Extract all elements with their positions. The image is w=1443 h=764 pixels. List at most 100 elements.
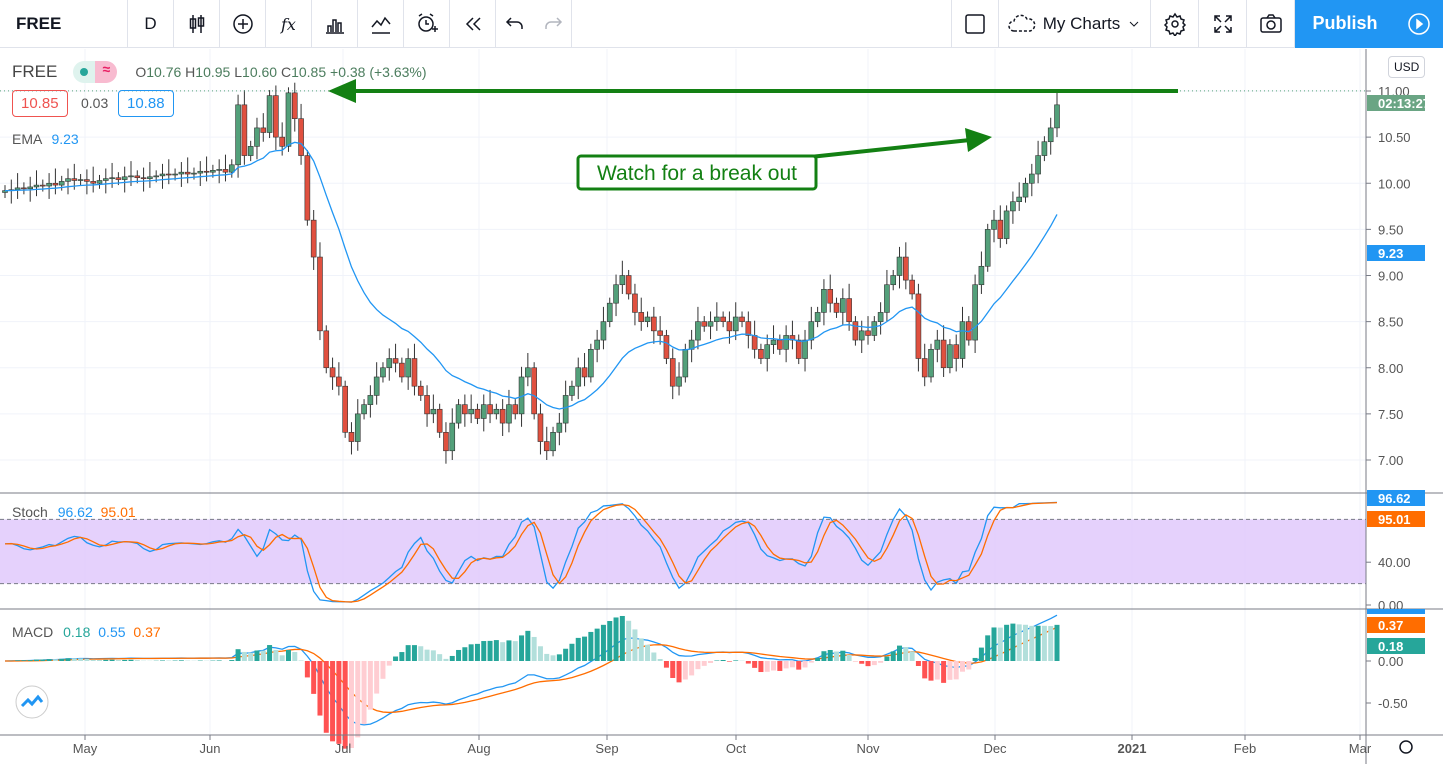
candle [115,177,122,180]
candle [821,289,827,313]
h-label: H [185,64,196,80]
delayed-data-icon: ≈ [95,61,118,83]
alert-icon[interactable] [404,0,450,48]
market-open-icon [73,61,96,83]
replay-icon[interactable] [450,0,496,48]
candle [216,169,222,171]
candle [978,265,985,286]
macd-hist-bar [846,654,852,661]
redo-icon[interactable] [534,0,572,48]
macd-hist-bar [1010,623,1016,661]
candle [745,321,752,336]
macd-hist-bar [342,661,348,749]
o-label: O [135,64,147,80]
candle [770,339,777,345]
candle [758,348,764,359]
my-charts-label: My Charts [1042,13,1121,33]
macd-hist-bar [386,661,392,666]
macd-hist-bar [871,661,877,666]
macd-hist-bar [456,649,462,661]
fullscreen-icon[interactable] [1199,0,1247,48]
gear-icon[interactable] [1151,0,1199,48]
candle [764,344,771,359]
macd-hist-bar [638,638,644,661]
macd-hist-bar [531,636,537,661]
interval-button[interactable]: D [128,0,174,48]
macd-signal-tag-bg [1367,617,1425,633]
macd-hist-bar [600,624,606,661]
candle [632,293,638,313]
currency-button[interactable]: USD [1388,56,1426,78]
macd-hist-bar [808,661,814,663]
svg-text:fx: fx [280,15,296,34]
candle [802,339,808,359]
candle [556,422,563,433]
candle [487,404,493,415]
layout-square-icon[interactable] [951,0,999,48]
sell-button[interactable]: 10.85 [12,90,68,117]
macd-hist-bar [330,661,336,742]
macd-legend[interactable]: MACD 0.18 0.55 0.37 [12,624,161,640]
macd-hist-bar [670,661,676,678]
change-value: +0.38 (+3.63%) [330,64,427,80]
macd-hist-bar [323,661,329,733]
candle [405,358,411,378]
macd-hist-bar [78,658,84,661]
macd-hist-bar [525,630,531,661]
macd-hist-bar [474,643,480,661]
macd-hist-bar [122,659,128,661]
stoch-legend[interactable]: Stoch 96.62 95.01 [12,504,136,520]
add-compare-icon[interactable] [220,0,266,48]
chevron-down-icon [1129,21,1139,27]
price-chart[interactable]: 11.0010.5010.009.509.008.508.007.507.004… [0,49,1443,764]
macd-hist-bar [405,645,411,661]
candle [581,367,588,378]
candle [147,176,153,179]
annotation[interactable]: Watch for a break out [328,79,1178,191]
status-pill[interactable]: ≈ [73,61,118,83]
play-icon[interactable] [1395,0,1443,48]
candles-icon[interactable] [174,0,220,48]
candle [241,104,248,156]
macd-hist-bar [90,659,96,661]
indicators-fx-icon[interactable]: fx [266,0,312,48]
macd-hist-bar [1035,625,1041,661]
candle [165,173,172,176]
publish-button[interactable]: Publish [1295,0,1395,48]
ema-tag-bg [1367,245,1425,261]
candle [153,175,159,178]
undo-icon[interactable] [496,0,534,48]
high-value: 10.95 [195,64,231,80]
candle [354,413,361,442]
macd-hist-bar [178,660,184,661]
macd-hist-bar [947,661,953,680]
macd-hist-bar [745,661,751,664]
annotation-box[interactable] [576,154,818,191]
candle [159,173,166,177]
candle [197,170,204,174]
candle [235,104,241,166]
templates-icon[interactable] [358,0,404,48]
symbol-search-button[interactable]: FREE [0,0,128,48]
ema-legend[interactable]: EMA 9.23 [12,131,79,147]
macd-hist-bar [46,659,52,661]
macd-hist-bar [815,657,821,661]
macd-hist-bar [462,647,468,661]
candle [846,298,852,322]
candle [651,316,657,332]
settings-gear-icon[interactable] [1399,740,1413,754]
macd-hist-bar [613,617,619,661]
my-charts-button[interactable]: My Charts [999,0,1151,48]
financials-icon[interactable] [312,0,358,48]
macd-hist-bar [487,640,493,661]
candle [1035,155,1041,175]
candle [21,187,27,190]
candle [336,376,342,387]
macd-hist-bar [380,661,386,679]
diagonal-arrow[interactable] [809,138,971,159]
stoch-k-value: 96.62 [57,504,93,520]
stoch-k-tag-bg [1367,490,1425,506]
buy-button[interactable]: 10.88 [118,90,174,117]
candle [695,321,701,341]
camera-icon[interactable] [1247,0,1295,48]
